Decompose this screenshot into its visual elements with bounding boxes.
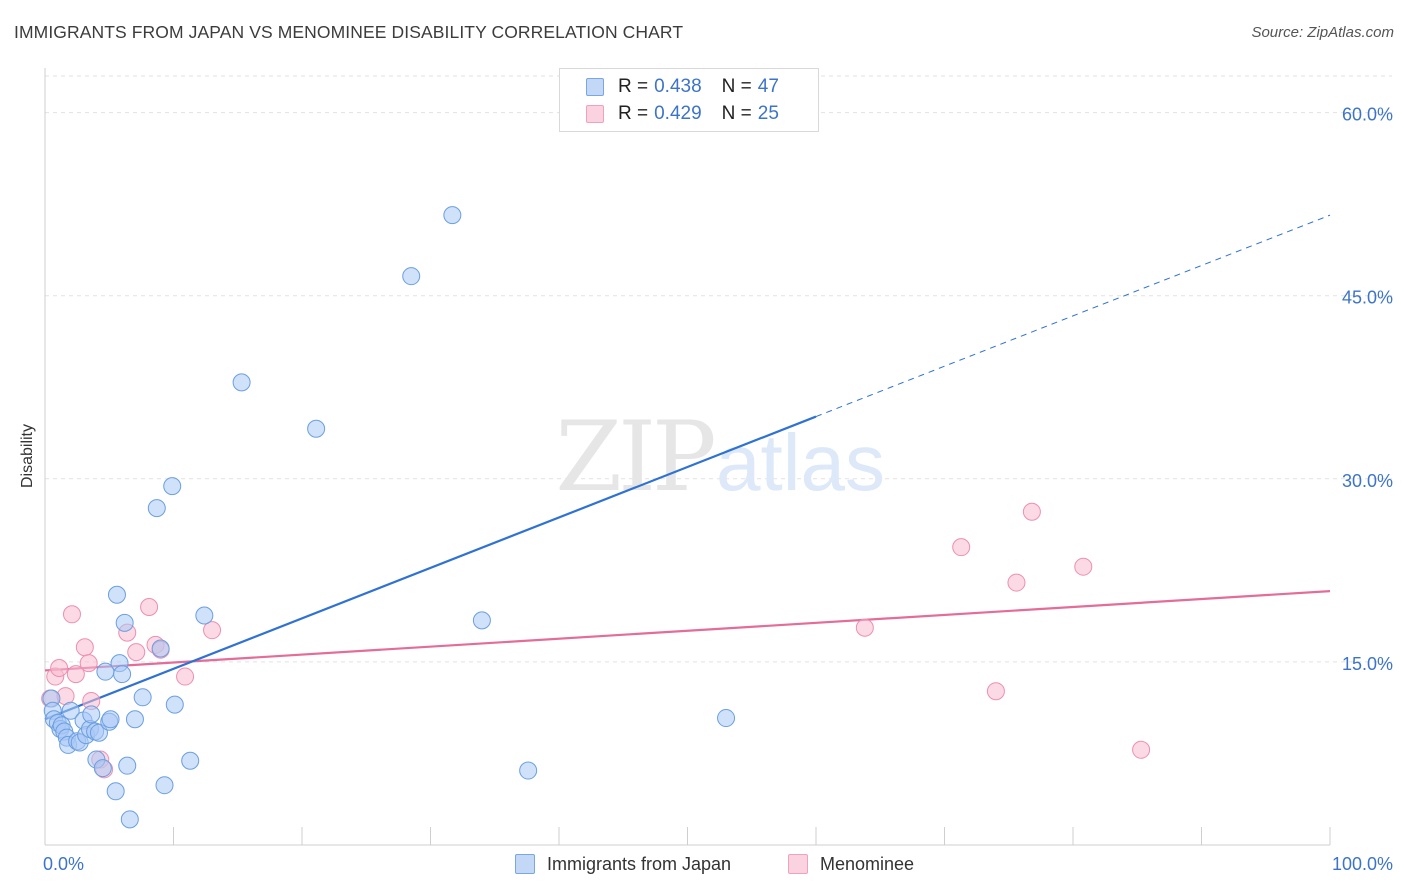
japan-point: [82, 705, 101, 724]
japan-swatch: [586, 78, 604, 96]
menominee-legend-swatch: [788, 854, 808, 874]
japan-point: [106, 782, 125, 801]
axes: [44, 68, 1331, 846]
menominee-legend-label: Menominee: [820, 853, 915, 874]
y-tick-label: 30.0%: [1342, 471, 1393, 491]
japan-point: [107, 585, 126, 604]
tick-labels: 15.0% 30.0% 45.0% 60.0% 0.0% 100.0%: [43, 105, 1393, 874]
japan-point: [93, 759, 112, 778]
y-tick-label: 45.0%: [1342, 288, 1393, 308]
japan-point: [402, 267, 421, 286]
legend-row-japan: R = 0.438 N = 47: [586, 75, 779, 99]
menominee-point: [66, 665, 85, 684]
japan-point: [151, 639, 170, 658]
menominee-point: [75, 638, 94, 657]
japan-n-value: 47: [757, 76, 779, 97]
japan-point: [181, 751, 200, 770]
japan-point: [133, 688, 152, 707]
japan-point: [155, 776, 174, 795]
bottom-legend-japan: Immigrants from Japan: [515, 852, 731, 876]
japan-point: [717, 709, 736, 728]
japan-legend-swatch: [515, 854, 535, 874]
menominee-point: [79, 654, 98, 673]
menominee-point: [986, 682, 1005, 701]
menominee-point: [62, 605, 81, 624]
trend-lines: [44, 214, 1331, 721]
menominee-point: [952, 538, 971, 557]
menominee-point: [127, 643, 146, 662]
stats-legend: R = 0.438 N = 47 R = 0.429 N = 25: [559, 68, 819, 132]
japan-point: [472, 611, 491, 630]
menominee-n-value: 25: [757, 103, 779, 124]
japan-point: [115, 613, 134, 632]
japan-point: [195, 606, 214, 625]
japan-point: [120, 810, 139, 829]
chart-title: IMMIGRANTS FROM JAPAN VS MENOMINEE DISAB…: [14, 22, 684, 42]
menominee-point: [203, 621, 222, 640]
gridlines: [45, 75, 1392, 663]
menominee-swatch: [586, 105, 604, 123]
japan-r-value: 0.438: [654, 76, 702, 97]
japan-point: [163, 477, 182, 496]
menominee-point: [1022, 502, 1041, 521]
source-label: Source: ZipAtlas.com: [1251, 24, 1394, 41]
menominee-trend-line: [44, 590, 1331, 672]
watermark-zip: ZIP: [555, 401, 714, 513]
menominee-point: [50, 659, 69, 678]
japan-point: [165, 695, 184, 714]
x-tick-label-max: 100.0%: [1332, 854, 1393, 874]
japan-point: [307, 419, 326, 438]
bottom-legend-menominee: Menominee: [788, 852, 914, 876]
watermark: ZIP atlas: [555, 401, 885, 513]
menominee-point: [140, 597, 159, 616]
watermark-atlas: atlas: [716, 418, 885, 507]
menominee-point: [1007, 573, 1026, 592]
menominee-r-value: 0.429: [654, 103, 702, 124]
japan-point: [113, 665, 132, 684]
japan-point: [519, 761, 538, 780]
menominee-point: [1074, 557, 1093, 576]
japan-trend-line-extension: [815, 214, 1331, 418]
japan-trend-line: [44, 415, 817, 721]
r-label: R =: [618, 76, 649, 97]
japan-point: [232, 373, 251, 392]
y-tick-label: 15.0%: [1342, 654, 1393, 674]
data-points: [41, 206, 1151, 829]
n-label: N =: [721, 76, 752, 97]
y-tick-label: 60.0%: [1342, 105, 1393, 125]
menominee-point: [176, 667, 195, 686]
n-label: N =: [721, 103, 752, 124]
menominee-point: [855, 618, 874, 637]
japan-point: [118, 756, 137, 775]
x-tick-label-min: 0.0%: [43, 854, 84, 874]
japan-point: [101, 710, 120, 729]
japan-point: [125, 710, 144, 729]
japan-point: [443, 206, 462, 225]
japan-point: [61, 701, 80, 720]
r-label: R =: [618, 103, 649, 124]
menominee-point: [1132, 740, 1151, 759]
japan-point: [147, 499, 166, 518]
japan-point: [89, 723, 108, 742]
japan-legend-label: Immigrants from Japan: [547, 853, 732, 874]
legend-row-menominee: R = 0.429 N = 25: [586, 102, 779, 126]
